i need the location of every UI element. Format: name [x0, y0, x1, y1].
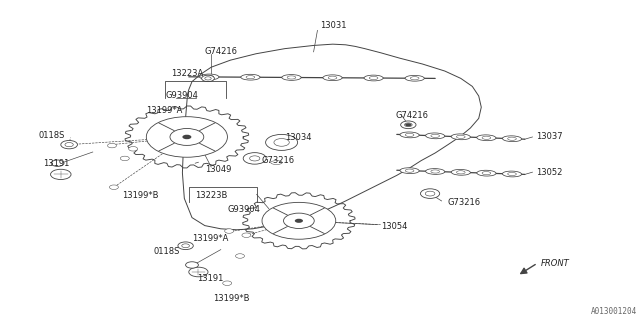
Text: G93904: G93904 [227, 205, 260, 214]
Text: 13223A: 13223A [172, 69, 204, 78]
Text: 13049: 13049 [205, 165, 231, 174]
Ellipse shape [364, 75, 383, 81]
Ellipse shape [241, 74, 260, 80]
Circle shape [242, 233, 251, 237]
Text: 13191: 13191 [44, 159, 70, 168]
Text: FRONT: FRONT [541, 259, 570, 268]
Text: 13054: 13054 [381, 222, 407, 231]
Circle shape [147, 117, 227, 157]
Ellipse shape [477, 170, 496, 176]
Ellipse shape [426, 133, 445, 139]
Text: G73216: G73216 [448, 198, 481, 207]
Text: 0118S: 0118S [38, 132, 65, 140]
Text: 13199*A: 13199*A [146, 106, 182, 115]
Ellipse shape [426, 169, 445, 174]
Ellipse shape [400, 132, 419, 138]
Text: 13191: 13191 [197, 274, 223, 283]
Circle shape [186, 262, 198, 268]
Text: 13052: 13052 [536, 168, 563, 177]
Text: G74216: G74216 [396, 111, 429, 120]
Circle shape [262, 202, 336, 239]
Ellipse shape [451, 169, 470, 175]
Text: 13037: 13037 [536, 132, 563, 141]
Circle shape [295, 219, 303, 223]
Text: 13034: 13034 [285, 133, 312, 142]
Text: 13199*B: 13199*B [213, 294, 250, 303]
Ellipse shape [400, 168, 419, 173]
Circle shape [266, 134, 298, 150]
Text: A013001204: A013001204 [591, 307, 637, 316]
Text: 13031: 13031 [320, 21, 346, 30]
Ellipse shape [477, 135, 496, 141]
Circle shape [243, 153, 266, 164]
Circle shape [223, 281, 232, 285]
Circle shape [202, 75, 214, 82]
Circle shape [189, 267, 208, 277]
Circle shape [420, 189, 440, 198]
Ellipse shape [502, 136, 522, 142]
Circle shape [61, 140, 77, 149]
Circle shape [182, 135, 191, 139]
Circle shape [51, 169, 71, 180]
Ellipse shape [200, 74, 219, 80]
Circle shape [108, 143, 116, 148]
Text: 13199*A: 13199*A [192, 234, 228, 243]
Text: G73216: G73216 [261, 156, 294, 165]
Ellipse shape [405, 76, 424, 81]
Circle shape [178, 242, 193, 250]
Text: G74216: G74216 [205, 47, 238, 56]
Circle shape [109, 185, 118, 189]
Circle shape [405, 123, 412, 126]
Circle shape [225, 229, 234, 233]
Ellipse shape [271, 161, 282, 164]
Ellipse shape [502, 171, 522, 177]
Circle shape [51, 160, 64, 166]
Ellipse shape [451, 134, 470, 140]
Circle shape [401, 121, 416, 129]
Text: 0118S: 0118S [154, 247, 180, 256]
Text: G93904: G93904 [165, 92, 198, 100]
Text: 13223B: 13223B [195, 191, 228, 200]
Circle shape [284, 213, 314, 228]
Text: 13199*B: 13199*B [122, 191, 158, 200]
Circle shape [129, 147, 138, 151]
Circle shape [236, 254, 244, 258]
Ellipse shape [282, 75, 301, 80]
Ellipse shape [323, 75, 342, 81]
Circle shape [170, 129, 204, 145]
Circle shape [120, 156, 129, 161]
